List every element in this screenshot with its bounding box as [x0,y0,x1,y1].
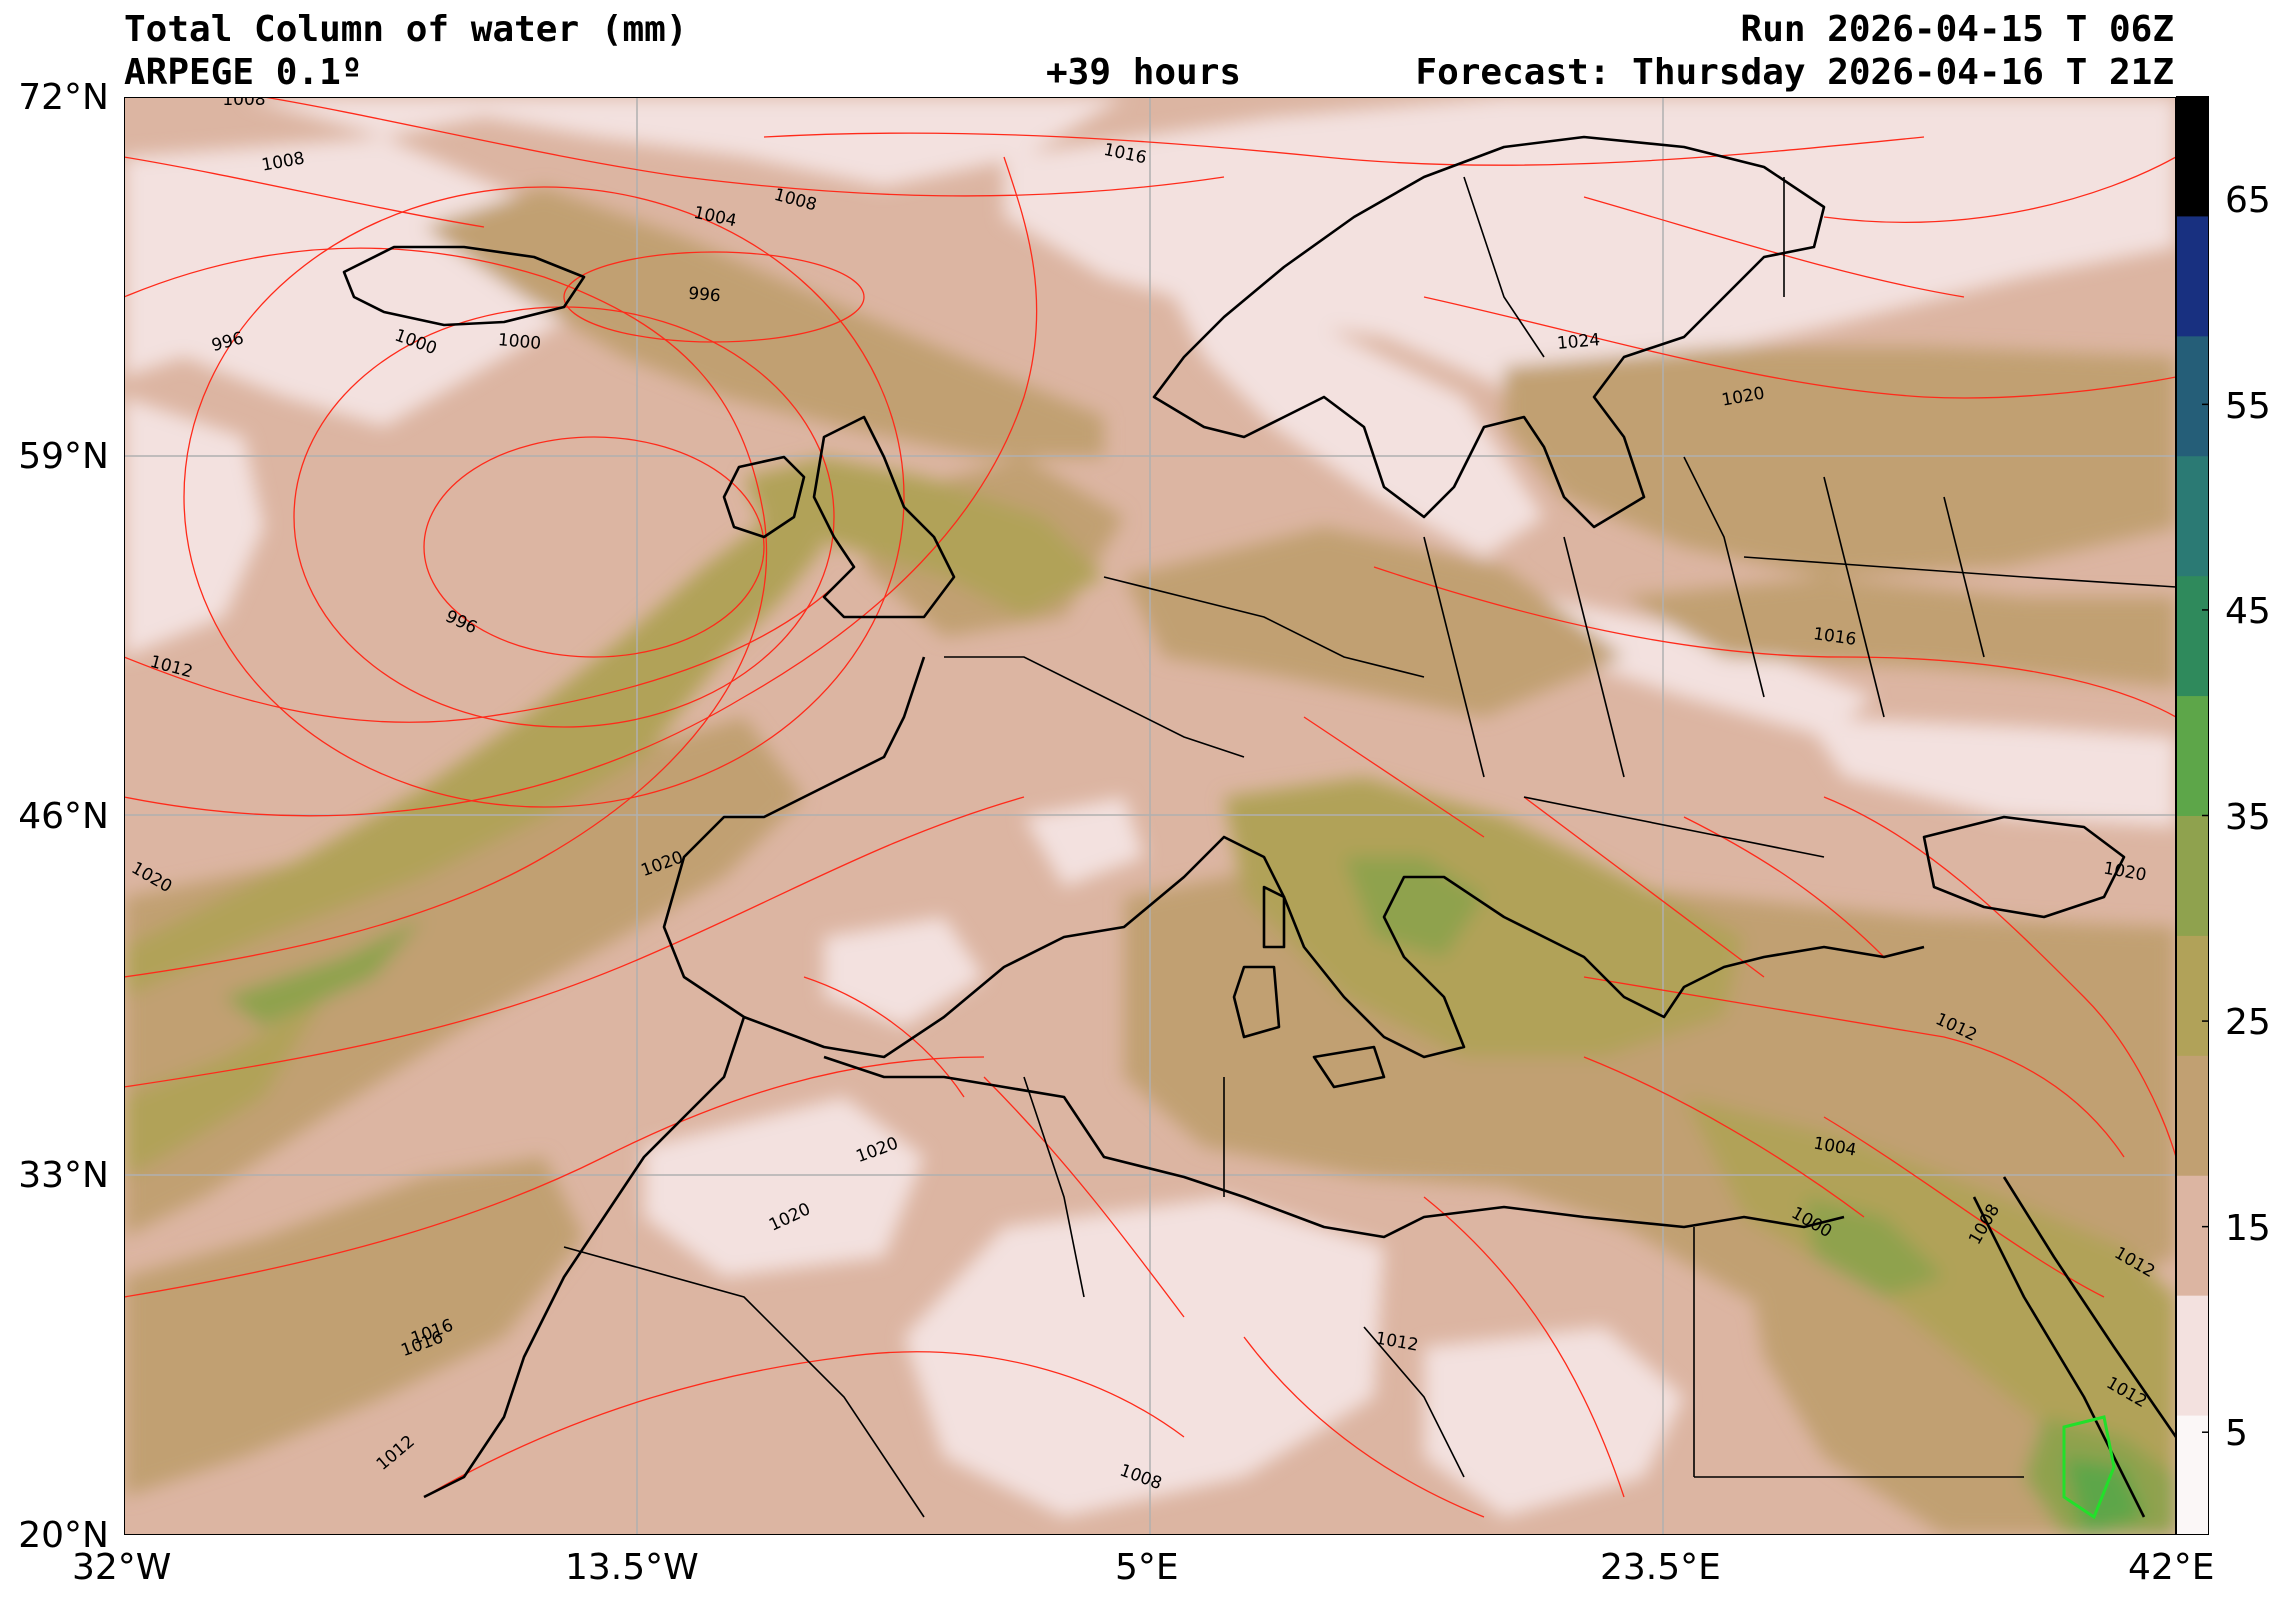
colorbar-segment [2176,1415,2209,1535]
isobar-lines [124,97,2176,1518]
lon-label: 23.5°E [1600,1547,1721,1588]
colorbar-tick-label: 55 [2225,386,2271,427]
colorbar-tick-label: 15 [2225,1208,2271,1249]
run-time: Run 2026-04-15 T 06Z [1740,9,2174,50]
isobar-label: 1024 [1556,330,1601,354]
colorbar-segment [2176,815,2209,936]
colorbar-segment [2176,96,2209,217]
lat-label: 72°N [18,77,109,118]
colorbar-segment [2176,455,2209,577]
model-name: ARPEGE 0.1º [124,52,363,93]
colorbar [2176,96,2209,1535]
colorbar-tick-label: 45 [2225,591,2271,632]
lon-label: 13.5°W [565,1547,699,1588]
forecast-time: Forecast: Thursday 2026-04-16 T 21Z [1415,52,2174,93]
colorbar-tick-label: 35 [2225,797,2271,838]
coastlines [342,135,2176,1518]
colorbar-segment [2176,215,2209,337]
colorbar-segment [2176,575,2209,697]
colorbar-segment [2176,935,2209,1056]
map-title: Total Column of water (mm) [124,9,688,50]
colorbar-tick-label: 5 [2225,1413,2248,1454]
isobar-label: 996 [687,284,721,307]
colorbar-segment [2176,695,2209,816]
colorbar-segment [2176,335,2209,457]
colorbar-segment [2176,1175,2209,1296]
borders [563,176,2176,1518]
lon-label: 5°E [1115,1547,1179,1588]
colorbar-segment [2176,1295,2209,1416]
isobar-label: 1000 [497,330,542,354]
lat-label: 20°N [18,1515,109,1556]
lon-label: 32°W [72,1547,172,1588]
lead-time: +39 hours [1046,52,1242,93]
lat-label: 33°N [18,1155,109,1196]
colorbar-segment [2176,1055,2209,1176]
colorbar-tick-label: 25 [2225,1002,2271,1043]
isobar-label: 1008 [222,97,265,110]
lon-label: 42°E [2128,1547,2215,1588]
lat-label: 46°N [18,796,109,837]
graticule [124,97,2176,1535]
highlight-contour [2062,1415,2116,1520]
colorbar-tick-label: 65 [2225,180,2271,221]
lat-label: 59°N [18,436,109,477]
